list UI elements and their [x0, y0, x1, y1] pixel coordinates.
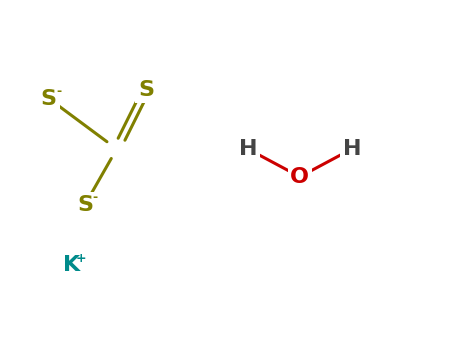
Text: S: S: [77, 195, 93, 215]
Text: -: -: [56, 85, 61, 98]
Text: S: S: [138, 80, 154, 100]
Text: +: +: [76, 252, 87, 265]
Text: H: H: [238, 139, 257, 159]
Text: -: -: [92, 191, 97, 204]
Text: O: O: [290, 167, 309, 187]
Text: S: S: [41, 89, 57, 108]
Text: K: K: [63, 255, 80, 275]
Text: H: H: [343, 139, 361, 159]
